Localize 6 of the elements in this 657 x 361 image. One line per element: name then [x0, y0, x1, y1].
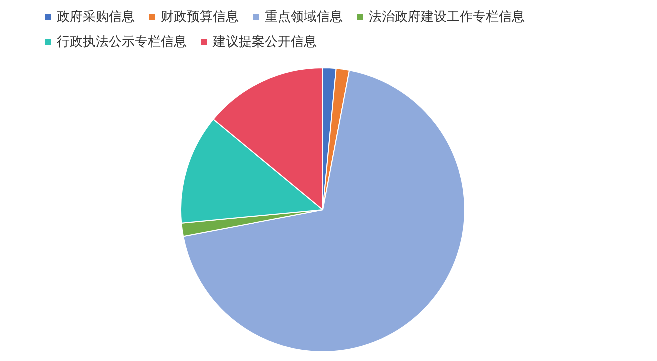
legend-label: 建议提案公开信息 — [212, 34, 317, 50]
legend-label: 法治政府建设工作专栏信息 — [369, 9, 525, 25]
legend-label: 财政预算信息 — [161, 10, 239, 25]
legend-label: 政府采购信息 — [57, 9, 135, 25]
legend-label: 行政执法公示专栏信息 — [57, 35, 187, 50]
legend-label: 重点领域信息 — [265, 10, 343, 25]
